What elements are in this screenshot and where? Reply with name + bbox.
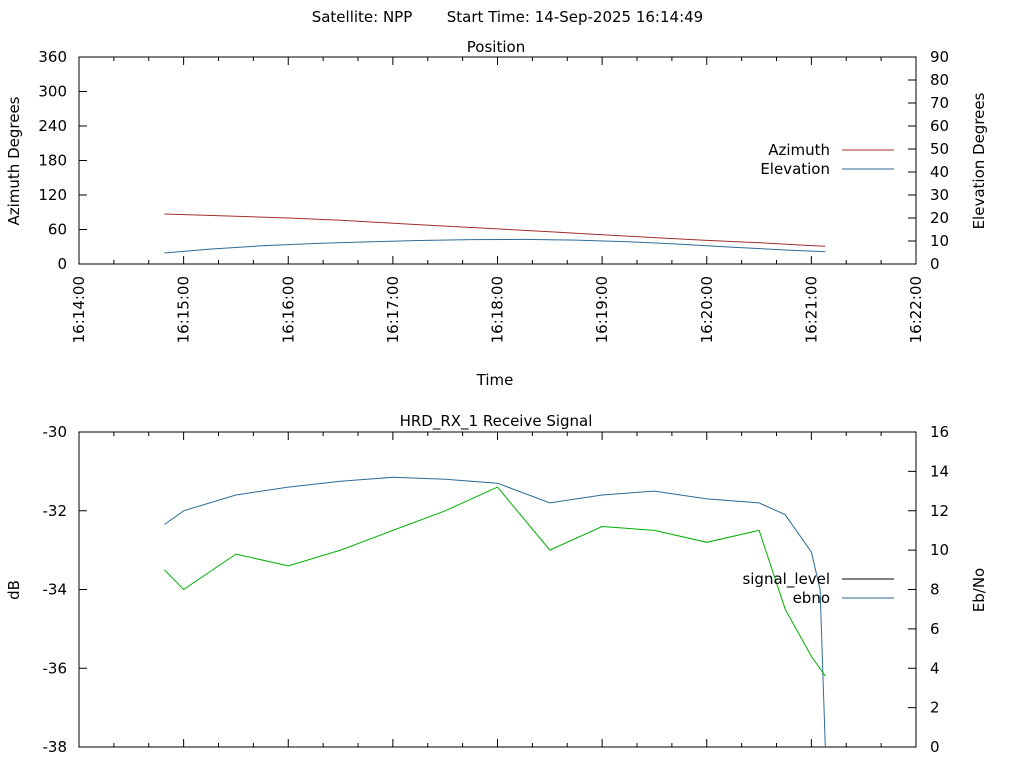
y2-tick-label: 10 <box>930 232 949 250</box>
y2-tick-label: 10 <box>930 541 949 559</box>
signal-plot-area: -38 -36 -34 -32 -30 0 2 4 6 8 10 12 14 16 signal_level… <box>43 423 950 756</box>
y2-tick-label: 12 <box>930 502 949 520</box>
satellite-label: Satellite: NPP <box>312 8 413 26</box>
position-chart: Position Time Azimuth Degrees Elevation … <box>5 38 988 389</box>
y-tick-label: -30 <box>43 423 68 441</box>
y-tick-label: 120 <box>38 186 67 204</box>
x-tick-label: 16:18:00 <box>489 276 507 343</box>
signal-chart-ylabel: dB <box>5 580 23 600</box>
y2-tick-label: 2 <box>930 699 940 717</box>
y2-tick-label: 30 <box>930 186 949 204</box>
y2-tick-label: 90 <box>930 48 949 66</box>
y-tick-label: 300 <box>38 83 67 101</box>
legend-label-signal-level: signal_level <box>742 570 830 589</box>
x-tick-label: 16:17:00 <box>384 276 402 343</box>
x-tick-label: 16:14:00 <box>70 276 88 343</box>
x-tick-label: 16:22:00 <box>907 276 925 343</box>
x-tick-label: 16:21:00 <box>802 276 820 343</box>
position-chart-title: Position <box>467 38 525 56</box>
y2-tick-label: 0 <box>930 738 940 756</box>
y-tick-label: 180 <box>38 152 67 170</box>
y2-tick-label: 8 <box>930 581 940 599</box>
y-tick-label: 0 <box>57 255 67 273</box>
y2-tick-label: 4 <box>930 659 940 677</box>
x-tick-label: 16:16:00 <box>279 276 297 343</box>
series-line-azimuth <box>164 213 826 247</box>
position-chart-y2label: Elevation Degrees <box>970 92 988 229</box>
y2-tick-label: 16 <box>930 423 949 441</box>
position-plot-area: 16:14:00 16:15:00 16:16:00 16:17:00 16:18:00… <box>38 48 949 343</box>
y-tick-label: 360 <box>38 48 67 66</box>
y-tick-label: 60 <box>48 221 67 239</box>
y2-tick-label: 20 <box>930 209 949 227</box>
y-tick-label: -36 <box>43 659 68 677</box>
series-line-ebno <box>164 476 826 748</box>
y2-tick-label: 50 <box>930 140 949 158</box>
position-chart-ylabel: Azimuth Degrees <box>5 96 23 225</box>
legend-label-elevation: Elevation <box>760 160 830 178</box>
position-chart-xlabel: Time <box>476 371 514 389</box>
y-tick-label: -32 <box>43 502 68 520</box>
series-line-unlabeled-2 <box>164 486 826 677</box>
y-tick-label: -38 <box>43 738 68 756</box>
plot-border <box>78 431 917 748</box>
start-time-label: Start Time: 14-Sep-2025 16:14:49 <box>447 8 703 26</box>
signal-chart-y2label: Eb/No <box>970 568 988 612</box>
y2-tick-label: 70 <box>930 94 949 112</box>
y2-tick-label: 14 <box>930 462 949 480</box>
y-tick-label: -34 <box>43 581 68 599</box>
y2-tick-label: 6 <box>930 620 940 638</box>
y2-tick-label: 40 <box>930 163 949 181</box>
signal-chart: HRD_RX_1 Receive Signal dB Eb/No -38-36-… <box>5 412 988 756</box>
y2-tick-label: 80 <box>930 71 949 89</box>
y2-tick-label: 0 <box>930 255 940 273</box>
series-line-elevation <box>164 238 826 254</box>
y2-tick-label: 60 <box>930 117 949 135</box>
x-tick-label: 16:19:00 <box>593 276 611 343</box>
x-tick-label: 16:15:00 <box>175 276 193 343</box>
x-tick-label: 16:20:00 <box>698 276 716 343</box>
signal-chart-title: HRD_RX_1 Receive Signal <box>400 412 593 431</box>
y-tick-label: 240 <box>38 117 67 135</box>
legend-label-ebno: ebno <box>793 589 830 607</box>
legend-label-azimuth: Azimuth <box>768 141 830 159</box>
